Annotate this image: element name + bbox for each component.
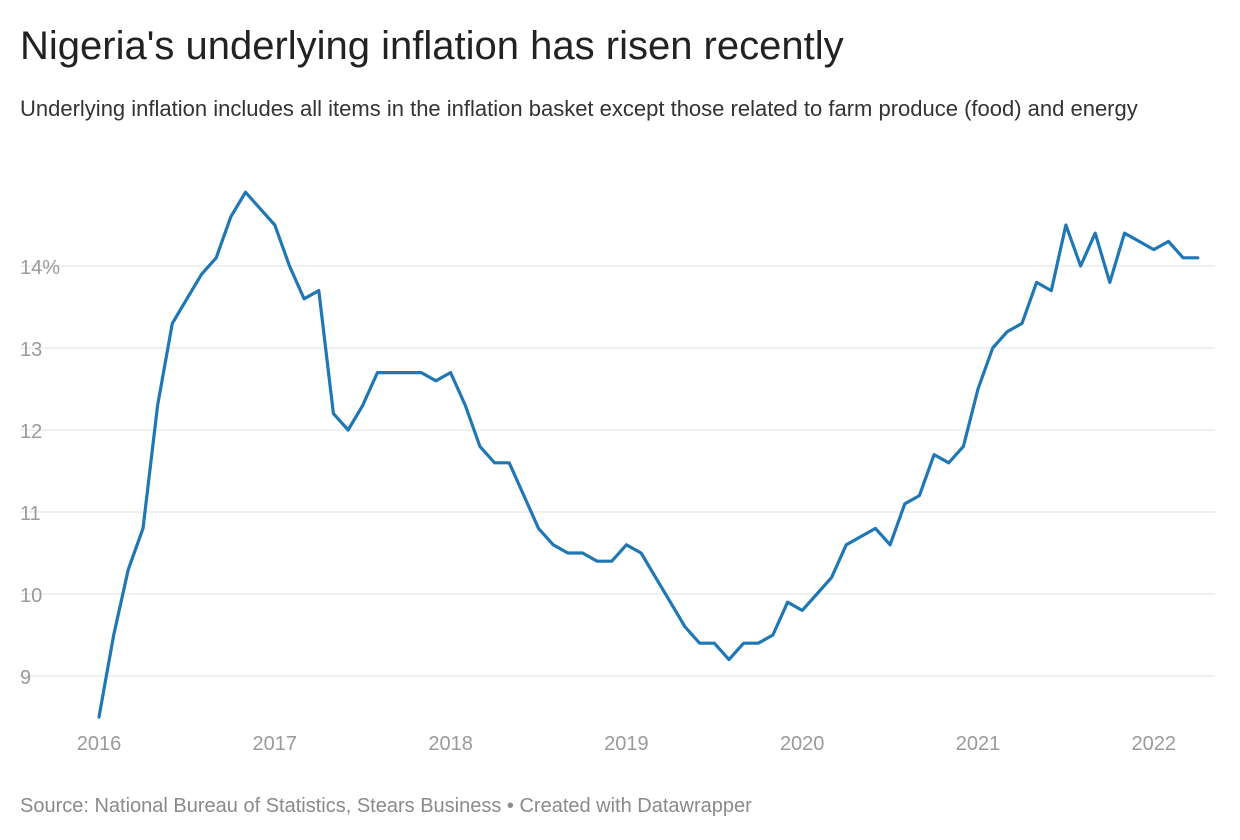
x-tick-label: 2022 <box>1132 733 1177 755</box>
chart-subtitle: Underlying inflation includes all items … <box>20 96 1138 121</box>
y-tick-label: 12 <box>20 421 42 443</box>
x-tick-label: 2017 <box>253 733 298 755</box>
y-tick-label: 10 <box>20 585 42 607</box>
source-footer: Source: National Bureau of Statistics, S… <box>20 795 752 817</box>
y-tick-label: 11 <box>20 503 41 525</box>
x-axis-ticks: 2016 2017 2018 2019 2020 2021 2022 <box>77 733 1176 755</box>
series-line-underlying-inflation <box>97 190 1200 719</box>
chart-title: Nigeria's underlying inflation has risen… <box>20 24 844 68</box>
y-axis-ticks: 9 10 11 12 13 14% <box>20 257 60 689</box>
x-tick-label: 2018 <box>428 733 473 755</box>
y-tick-label: 9 <box>20 667 31 689</box>
y-tick-label: 13 <box>20 339 42 361</box>
x-tick-label: 2021 <box>956 733 1001 755</box>
x-tick-label: 2016 <box>77 733 122 755</box>
y-tick-label: 14% <box>20 257 60 279</box>
gridlines <box>20 265 1215 677</box>
x-tick-label: 2020 <box>780 733 825 755</box>
x-tick-label: 2019 <box>604 733 649 755</box>
series-group <box>97 190 1200 719</box>
